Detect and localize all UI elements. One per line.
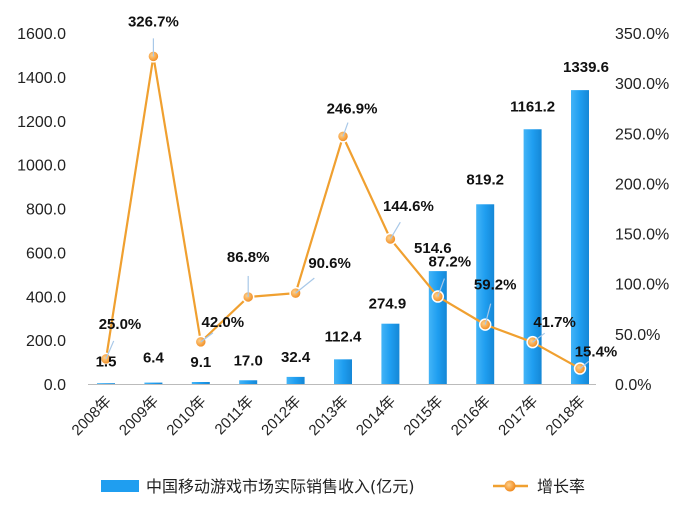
bar-label-2009年: 6.4 — [143, 350, 165, 367]
y-right-tick-label: 300.0% — [615, 76, 669, 93]
legend-bar-swatch — [101, 480, 139, 492]
growth-leader-2015年 — [437, 278, 445, 297]
growth-label-2009年: 326.7% — [128, 13, 179, 30]
bar-label-2013年: 112.4 — [325, 328, 362, 345]
x-tick-label: 2017年 — [495, 393, 541, 439]
x-tick-label: 2014年 — [353, 393, 399, 439]
x-tick-label: 2010年 — [163, 393, 209, 439]
growth-label-2012年: 90.6% — [308, 255, 351, 272]
bar-2013年 — [334, 359, 352, 384]
bar-label-2014年: 274.9 — [369, 296, 407, 313]
bar-2016年 — [476, 204, 495, 384]
bar-label-2012年: 32.4 — [281, 349, 311, 366]
growth-label-2014年: 144.6% — [383, 198, 434, 215]
y-right-tick-label: 50.0% — [615, 327, 660, 344]
y-right-tick-label: 150.0% — [615, 227, 669, 244]
bar-label-2008年: 1.5 — [96, 354, 117, 371]
growth-leader-2017年 — [532, 332, 546, 343]
growth-label-2016年: 59.2% — [474, 277, 517, 294]
bar-2012年 — [286, 376, 305, 384]
growth-label-2018年: 15.4% — [575, 344, 618, 361]
y-left-tick-label: 0.0 — [44, 377, 66, 394]
y-right-tick-label: 0.0% — [615, 377, 651, 394]
y-left-tick-label: 1400.0 — [17, 70, 66, 87]
bar-label-2017年: 1161.2 — [510, 98, 555, 115]
bar-2014年 — [381, 323, 400, 384]
growth-leader-2018年 — [579, 360, 590, 370]
bar-label-2018年: 1339.6 — [563, 59, 609, 76]
x-tick-label: 2012年 — [258, 393, 304, 439]
legend: 中国移动游戏市场实际销售收入(亿元) 增长率 — [101, 477, 585, 496]
y-left-tick-label: 800.0 — [26, 202, 66, 219]
y-left-tick-label: 1600.0 — [17, 26, 66, 43]
bar-label-2011年: 17.0 — [234, 352, 263, 369]
legend-bar-label: 中国移动游戏市场实际销售收入(亿元) — [146, 477, 415, 496]
x-tick-label: 2009年 — [116, 393, 162, 439]
growth-label-2008年: 25.0% — [99, 316, 142, 333]
growth-leader-2008年 — [105, 340, 115, 360]
growth-leader-2014年 — [389, 221, 401, 240]
x-tick-label: 2018年 — [543, 393, 589, 439]
x-tick-label: 2011年 — [212, 393, 257, 438]
bar-2017年 — [523, 129, 542, 384]
legend-line-marker — [504, 480, 516, 492]
bar-2018年 — [571, 90, 589, 385]
bar-label-2015年: 514.6 — [414, 240, 452, 257]
x-tick-label: 2016年 — [448, 393, 494, 439]
legend-line-label: 增长率 — [537, 477, 585, 496]
growth-leader-2016年 — [484, 303, 492, 325]
y-left-tick-label: 400.0 — [26, 289, 66, 306]
y-left-tick-label: 200.0 — [26, 333, 66, 350]
y-right-tick-label: 250.0% — [615, 126, 669, 143]
bar-2008年 — [97, 383, 115, 384]
x-tick-label: 2008年 — [69, 393, 115, 439]
growth-label-2017年: 41.7% — [533, 314, 576, 331]
x-tick-label: 2013年 — [306, 393, 352, 439]
y-left-tick-label: 1000.0 — [17, 158, 66, 175]
bar-label-2016年: 819.2 — [466, 171, 504, 188]
growth-leader-2010年 — [200, 332, 214, 343]
y-left-tick-label: 600.0 — [26, 245, 66, 262]
y-right-tick-label: 350.0% — [615, 26, 669, 43]
x-tick-label: 2015年 — [400, 393, 446, 439]
growth-label-2011年: 86.8% — [227, 249, 270, 266]
growth-leader-2013年 — [342, 122, 349, 137]
y-left-tick-label: 1200.0 — [17, 114, 66, 131]
growth-label-2015年: 87.2% — [429, 254, 472, 271]
growth-label-2010年: 42.0% — [202, 314, 245, 331]
bar-2011年 — [239, 380, 258, 384]
bar-label-2010年: 9.1 — [190, 354, 211, 371]
bar-2010年 — [191, 382, 210, 384]
growth-label-2013年: 246.9% — [327, 100, 378, 117]
y-right-tick-label: 100.0% — [615, 277, 669, 294]
y-right-tick-label: 200.0% — [615, 176, 669, 193]
growth-leader-2012年 — [295, 277, 315, 294]
bar-2009年 — [144, 382, 163, 384]
